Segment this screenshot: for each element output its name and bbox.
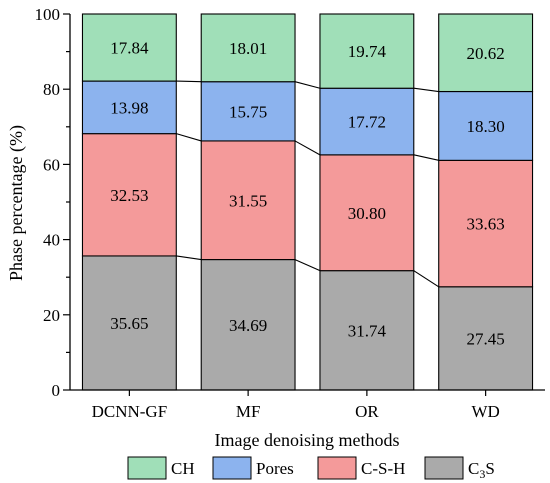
- connector-line: [294, 140, 321, 156]
- value-label: 30.80: [348, 204, 386, 223]
- bar-pores-dcnn-gf: [81, 80, 177, 135]
- value-label: 27.45: [467, 329, 505, 348]
- bar-pores-wd: [438, 90, 534, 161]
- y-tick-label: 40: [43, 231, 60, 250]
- y-axis-title: Phase percentage (%): [6, 125, 27, 281]
- x-tick-label: OR: [355, 402, 379, 421]
- bar-pores-or: [319, 87, 415, 156]
- legend-label-pores: Pores: [256, 459, 294, 478]
- connector-line: [294, 259, 321, 272]
- value-label: 18.30: [467, 117, 505, 136]
- legend-swatch-c3s: [424, 456, 464, 480]
- value-label: 32.53: [110, 186, 148, 205]
- value-label: 17.84: [110, 39, 149, 58]
- x-tick-label: MF: [236, 402, 261, 421]
- y-tick-label: 0: [52, 381, 61, 400]
- y-tick-label: 80: [43, 80, 60, 99]
- connector-line: [413, 87, 439, 93]
- value-label: 33.63: [467, 215, 505, 234]
- value-label: 31.55: [229, 191, 267, 210]
- bar-c-s-h-mf: [200, 140, 296, 261]
- bar-layer: [81, 13, 534, 391]
- bar-ch-wd: [438, 13, 534, 93]
- bar-c3s-dcnn-gf: [81, 255, 177, 391]
- value-label: 19.74: [348, 42, 387, 61]
- legend-swatch-c-s-h: [317, 456, 357, 480]
- bar-ch-or: [319, 13, 415, 89]
- bar-ch-mf: [200, 13, 296, 83]
- x-axis-title: Image denoising methods: [215, 430, 400, 450]
- connector-lines: [176, 80, 440, 288]
- legend-label-c3s: C3S: [468, 459, 495, 481]
- value-label: 20.62: [467, 44, 505, 63]
- connector-line: [294, 81, 321, 89]
- bar-pores-mf: [200, 81, 296, 142]
- connector-line: [176, 133, 202, 142]
- x-tick-label: WD: [471, 402, 499, 421]
- legend-label-ch: CH: [171, 459, 195, 478]
- legend: CH Pores C-S-H C3S: [127, 456, 495, 481]
- bar-c-s-h-or: [319, 154, 415, 272]
- value-label: 15.75: [229, 102, 267, 121]
- x-tick-label: DCNN-GF: [92, 402, 168, 421]
- connector-line: [176, 255, 202, 261]
- value-label: 34.69: [229, 316, 267, 335]
- legend-label-c-s-h: C-S-H: [361, 459, 405, 478]
- value-label: 18.01: [229, 39, 267, 58]
- bar-c-s-h-wd: [438, 159, 534, 288]
- y-tick-label: 60: [43, 155, 60, 174]
- axes: 0 20 40 60 80 100 DCNN-GF MF OR WD: [35, 5, 545, 421]
- legend-swatch-ch: [127, 456, 167, 480]
- value-label: 13.98: [110, 98, 148, 117]
- value-label: 35.65: [110, 314, 148, 333]
- y-tick-label: 20: [43, 306, 60, 325]
- bar-c3s-mf: [200, 259, 296, 391]
- legend-swatch-pores: [212, 456, 252, 480]
- bar-c-s-h-dcnn-gf: [81, 133, 177, 257]
- value-label: 17.72: [348, 113, 386, 132]
- connector-line: [413, 154, 439, 161]
- connector-line: [413, 270, 440, 288]
- bar-ch-dcnn-gf: [81, 13, 177, 82]
- bar-c3s-wd: [438, 286, 534, 391]
- connector-line: [176, 80, 202, 83]
- y-tick-label: 100: [35, 5, 61, 24]
- value-labels: 35.65 34.69 31.74 27.45 32.53 31.55 30.80 33.63…: [110, 39, 505, 349]
- value-label: 31.74: [348, 321, 387, 340]
